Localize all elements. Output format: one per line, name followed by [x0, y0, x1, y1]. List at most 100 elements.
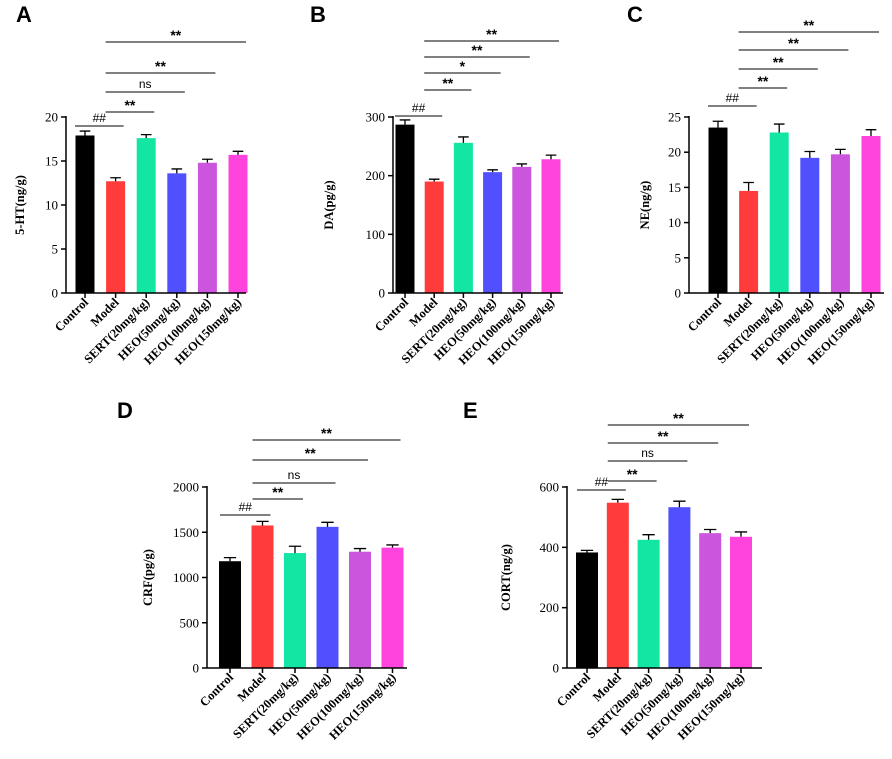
y-tick-label-e-2: 400 [540, 540, 560, 555]
error-bar-e-0 [580, 549, 594, 553]
y-tick-label-c-0: 0 [675, 286, 682, 301]
bar-a-4 [197, 162, 217, 293]
bar-e-3 [668, 507, 691, 668]
y-tick-label-a-3: 15 [45, 154, 58, 169]
y-tick-label-a-4: 20 [45, 110, 58, 125]
bar-c-4 [830, 154, 850, 293]
bar-a-3 [167, 173, 187, 293]
bar-c-5 [861, 136, 881, 293]
y-tick-label-a-0: 0 [52, 286, 59, 301]
error-bar-c-3 [804, 150, 816, 158]
bar-d-3 [316, 526, 339, 668]
bar-e-5 [730, 536, 752, 668]
y-tick-label-c-5: 25 [668, 110, 681, 125]
y-tick-label-e-1: 200 [540, 600, 560, 615]
sig-label-a-4: ** [170, 27, 181, 43]
sig-label-c-0: ## [726, 91, 740, 105]
panel-letter-c: C [627, 2, 643, 27]
y-axis-title-c: NE(ng/g) [638, 181, 652, 230]
panel-letter-b: B [310, 2, 326, 27]
error-bar-b-3 [487, 169, 498, 173]
y-axis-title-a: 5-HT(ng/g) [13, 175, 27, 235]
bar-c-3 [800, 157, 820, 293]
y-tick-label-a-2: 10 [45, 198, 58, 213]
panel-letter-a: A [16, 2, 32, 27]
panel-letter-d: D [117, 398, 133, 423]
sig-label-b-1: ** [442, 75, 453, 91]
x-tick-label-d-0: Control [197, 670, 237, 710]
error-bar-a-2 [140, 133, 152, 139]
error-bar-c-5 [865, 129, 877, 137]
y-axis-title-d: CRF(pg/g) [141, 549, 155, 606]
error-bar-b-2 [458, 136, 469, 143]
error-bar-e-2 [642, 534, 655, 540]
sig-label-c-1: ** [757, 73, 768, 89]
sig-label-d-2: ns [288, 468, 301, 482]
error-bar-d-1 [256, 520, 269, 526]
bar-d-5 [381, 547, 404, 668]
y-tick-label-b-3: 300 [366, 110, 386, 125]
sig-label-e-0: ## [595, 475, 609, 489]
chart-panel-b: B0100200300ControlModelSERT(20mg/kg)HEO(… [310, 2, 563, 367]
bar-a-2 [136, 138, 156, 293]
bar-b-2 [453, 142, 473, 293]
error-bar-c-2 [773, 123, 785, 133]
error-bar-e-1 [611, 498, 624, 503]
error-bar-e-4 [704, 528, 717, 534]
error-bar-d-4 [353, 547, 367, 552]
x-tick-label-b-0: Control [372, 295, 412, 335]
bar-c-0 [708, 127, 728, 293]
y-tick-label-e-0: 0 [553, 661, 560, 676]
error-bar-c-1 [743, 181, 754, 191]
y-axis-title-b: DA(pg/g) [322, 180, 336, 229]
sig-label-d-0: ## [239, 500, 253, 514]
sig-label-e-4: ** [673, 410, 684, 426]
y-axis-title-e: CORT(ng/g) [499, 544, 513, 611]
error-bar-a-0 [79, 130, 91, 136]
y-tick-label-c-2: 10 [668, 215, 681, 230]
bar-c-1 [739, 190, 759, 293]
y-tick-label-c-1: 5 [675, 250, 682, 265]
sig-label-a-3: ** [155, 58, 166, 74]
y-tick-label-d-2: 1000 [173, 570, 199, 585]
sig-label-a-1: ** [124, 97, 135, 113]
x-tick-label-c-0: Control [685, 295, 725, 335]
bar-e-0 [576, 552, 598, 668]
sig-label-c-4: ** [803, 17, 814, 33]
error-bar-d-5 [386, 544, 399, 548]
chart-panel-d: D0500100015002000ControlModelSERT(20mg/k… [117, 398, 407, 742]
bar-e-1 [606, 502, 629, 668]
y-tick-label-d-1: 500 [180, 615, 200, 630]
sig-label-e-2: ns [641, 446, 654, 460]
y-tick-label-d-3: 1500 [173, 525, 199, 540]
bar-d-1 [251, 525, 274, 668]
error-bar-b-5 [545, 154, 557, 160]
sig-label-a-0: ## [93, 111, 107, 125]
bar-b-5 [541, 159, 561, 293]
sig-label-c-3: ** [788, 35, 799, 51]
bar-a-0 [75, 135, 95, 293]
bar-b-4 [512, 166, 532, 293]
y-tick-label-b-0: 0 [379, 286, 386, 301]
sig-label-e-1: ** [627, 466, 638, 482]
sig-label-b-2: * [460, 58, 466, 74]
bar-d-4 [349, 551, 371, 668]
chart-panel-c: C0510152025ControlModelSERT(20mg/kg)HEO(… [627, 2, 884, 367]
y-tick-label-c-3: 15 [668, 180, 681, 195]
bar-b-3 [483, 172, 503, 293]
sig-label-a-2: ns [139, 77, 152, 91]
chart-panel-e: E0200400600ControlModelSERT(20mg/kg)HEO(… [463, 398, 762, 742]
error-bar-d-2 [288, 545, 302, 554]
x-tick-label-e-0: Control [554, 670, 594, 710]
error-bar-e-3 [673, 500, 686, 508]
chart-panel-a: A05101520ControlModelSERT(20mg/kg)HEO(50… [13, 2, 248, 367]
bar-b-0 [395, 124, 415, 293]
sig-label-d-4: ** [321, 425, 332, 441]
y-tick-label-d-0: 0 [193, 661, 200, 676]
bar-b-1 [424, 181, 444, 293]
sig-label-b-3: ** [472, 42, 483, 58]
bar-e-4 [699, 533, 722, 668]
sig-label-c-2: ** [773, 54, 784, 70]
x-tick-label-a-0: Control [52, 295, 92, 335]
bar-e-2 [637, 539, 660, 668]
